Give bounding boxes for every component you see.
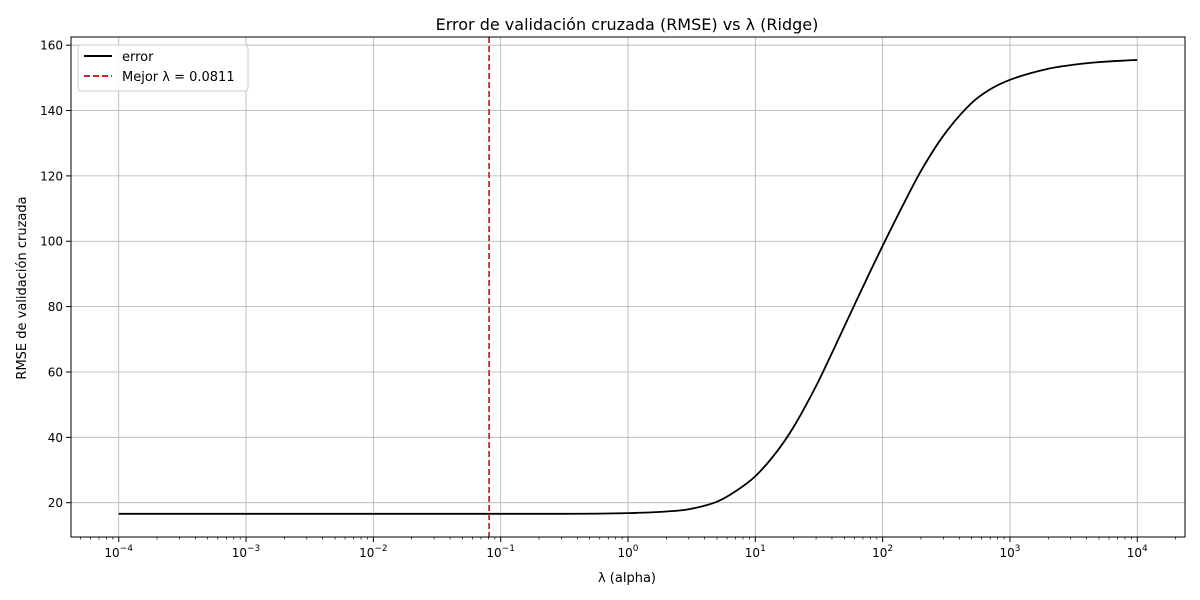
x-tick-label: 10−2: [359, 544, 388, 560]
y-tick-label: 80: [48, 300, 63, 314]
y-tick-label: 140: [40, 104, 63, 118]
legend: error Mejor λ = 0.0811: [77, 44, 249, 92]
x-tick-label: 103: [999, 544, 1020, 560]
x-tick-label: 10−4: [104, 544, 133, 560]
y-tick-label: 60: [48, 365, 63, 379]
y-axis-ticks: 20 40 60 80 100 120 140 160: [40, 39, 71, 510]
x-tick-label: 10−1: [486, 544, 515, 560]
series-error-line: [118, 58, 1138, 515]
y-axis-label: RMSE de validación cruzada: [15, 196, 30, 379]
x-tick-label: 10−3: [232, 544, 261, 560]
plot-area: 10−4 10−3 10−2 10−1 100 101 102 103 104 20 40 60 80…: [40, 36, 1186, 560]
chart-title: Error de validación cruzada (RMSE) vs λ …: [436, 15, 819, 34]
x-tick-label: 102: [872, 544, 893, 560]
y-tick-label: 120: [40, 169, 63, 183]
x-tick-label: 104: [1127, 544, 1148, 560]
legend-box: [77, 44, 249, 92]
legend-label-best-lambda: Mejor λ = 0.0811: [122, 70, 235, 85]
y-tick-label: 100: [40, 235, 63, 249]
series-layer: [118, 37, 1138, 537]
x-tick-label: 100: [617, 544, 638, 560]
grid: [71, 37, 1185, 537]
y-tick-label: 160: [40, 39, 63, 53]
x-axis-label: λ (alpha): [598, 571, 656, 586]
x-tick-label: 101: [745, 544, 766, 560]
legend-label-error: error: [122, 50, 154, 65]
y-tick-label: 20: [48, 496, 63, 510]
y-tick-label: 40: [48, 431, 63, 445]
x-axis-ticks: 10−4 10−3 10−2 10−1 100 101 102 103 104: [80, 537, 1176, 560]
